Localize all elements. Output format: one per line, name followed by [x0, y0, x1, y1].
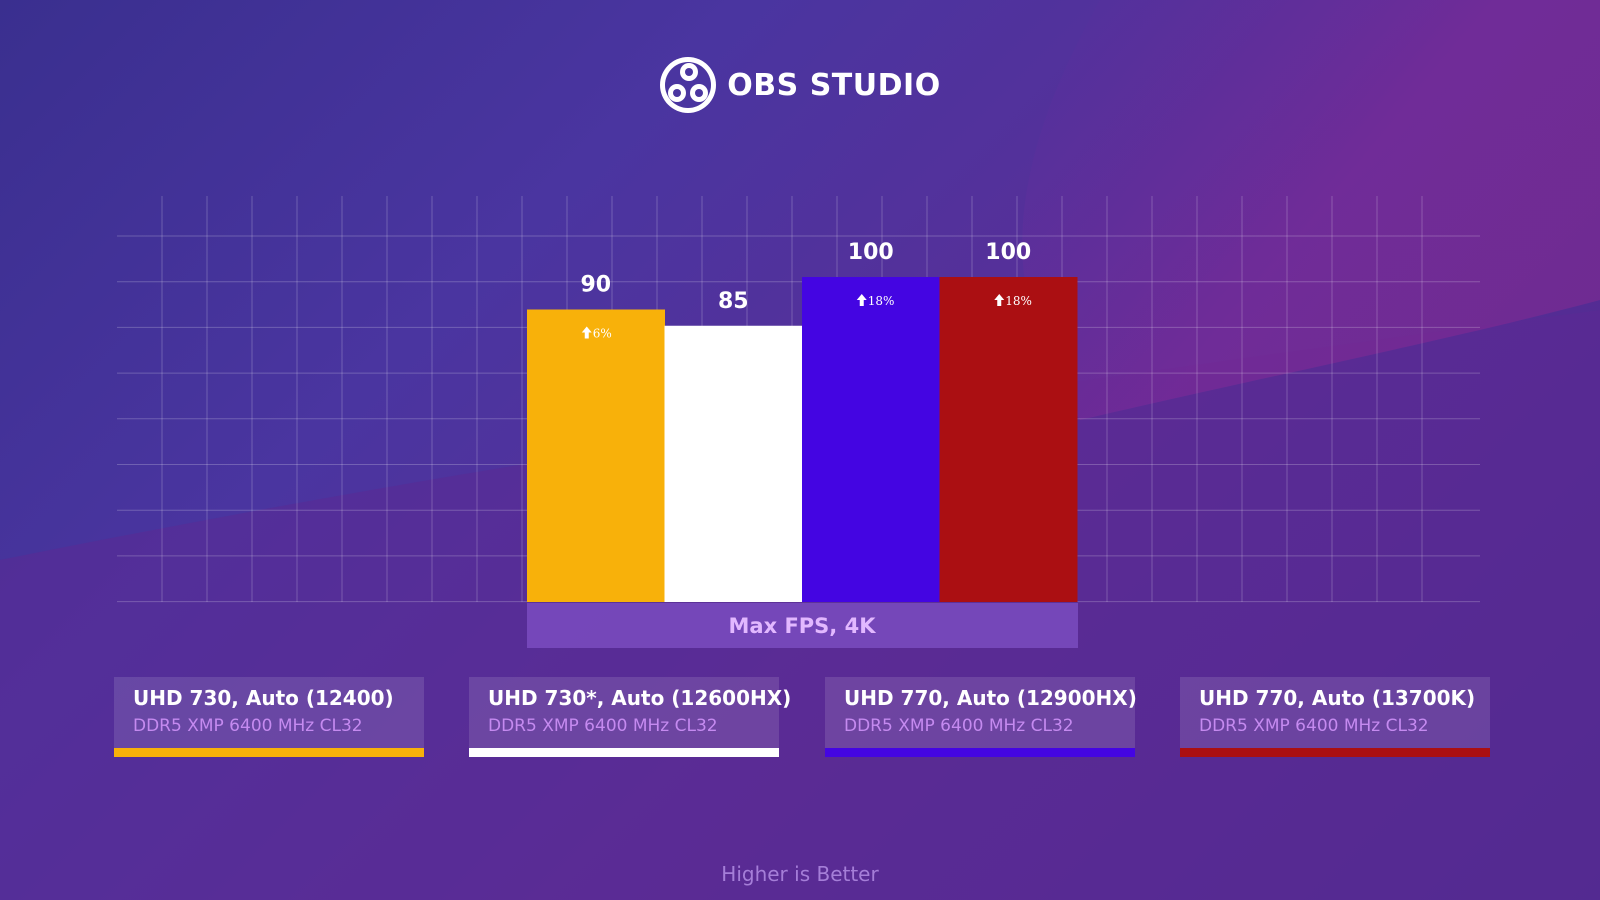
- x-axis-label-bg: [527, 603, 1078, 648]
- arrow-up-icon: [994, 294, 1005, 306]
- bar-uplift-label: 18%: [1005, 294, 1032, 308]
- footer-note: Higher is Better: [721, 862, 879, 886]
- legend-swatch: [114, 748, 424, 757]
- arrow-up-icon: [856, 294, 867, 306]
- legend-item: UHD 730*, Auto (12600HX) DDR5 XMP 6400 M…: [469, 677, 791, 757]
- legend-item-name: UHD 770, Auto (12900HX): [844, 686, 1137, 710]
- legend-item: UHD 770, Auto (13700K) DDR5 XMP 6400 MHz…: [1180, 677, 1490, 757]
- legend-swatch: [1180, 748, 1490, 757]
- legend-item-name: UHD 730*, Auto (12600HX): [488, 686, 792, 710]
- legend-item: UHD 770, Auto (12900HX) DDR5 XMP 6400 MH…: [825, 677, 1137, 757]
- app-logo: OBS STUDIO: [0, 56, 1600, 114]
- bar-value-label: 90: [580, 273, 611, 298]
- legend-swatch: [825, 748, 1135, 757]
- bar-uplift-label: 18%: [868, 294, 895, 308]
- legend-item-sub: DDR5 XMP 6400 MHz CL32: [844, 716, 1074, 736]
- chart-bars: 90 6% 85 100 18% 100 18%: [527, 240, 1078, 602]
- bar: [939, 277, 1078, 602]
- bar: [527, 309, 665, 602]
- bar: [802, 277, 940, 602]
- obs-logo-icon: [660, 57, 717, 113]
- logo-text: OBS STUDIO: [727, 67, 941, 103]
- arrow-up-icon: [581, 326, 592, 339]
- legend: UHD 730, Auto (12400) DDR5 XMP 6400 MHz …: [114, 677, 1490, 757]
- legend-swatch: [469, 748, 779, 757]
- bar-uplift-label: 6%: [593, 327, 612, 341]
- bar-value-label: 85: [718, 289, 749, 314]
- x-axis-label: Max FPS, 4K: [729, 614, 877, 638]
- legend-item-sub: DDR5 XMP 6400 MHz CL32: [1199, 716, 1429, 736]
- legend-item-name: UHD 770, Auto (13700K): [1199, 686, 1476, 710]
- bar: [664, 325, 803, 602]
- bar-value-label: 100: [985, 240, 1031, 265]
- bar-value-label: 100: [848, 240, 894, 265]
- legend-item: UHD 730, Auto (12400) DDR5 XMP 6400 MHz …: [114, 677, 424, 757]
- legend-item-name: UHD 730, Auto (12400): [133, 686, 394, 710]
- legend-item-sub: DDR5 XMP 6400 MHz CL32: [488, 716, 718, 736]
- legend-item-sub: DDR5 XMP 6400 MHz CL32: [133, 716, 363, 736]
